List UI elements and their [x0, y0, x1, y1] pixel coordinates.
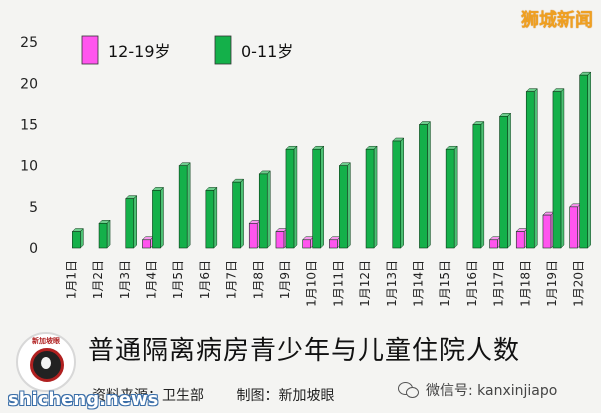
publisher-logo: 新加坡眼	[16, 332, 76, 392]
source-line: 资料来源：卫生部 制图：新加坡眼	[92, 385, 362, 405]
bar-child	[445, 145, 458, 249]
x-tick-label: 1月20日	[572, 260, 586, 307]
made-by-text: 制图：新加坡眼	[236, 388, 335, 404]
x-tick-label: 1月15日	[438, 260, 452, 307]
bar-teen	[275, 227, 288, 249]
x-tick-label: 1月5日	[171, 260, 185, 299]
legend-item: 0-11岁	[214, 35, 293, 65]
x-tick-label: 1月10日	[305, 260, 319, 307]
bar-child	[258, 170, 271, 249]
legend-swatch	[81, 35, 99, 65]
y-tick-label: 20	[20, 76, 38, 92]
bar-teen	[248, 219, 261, 249]
wechat-id: 微信号: kanxinjiapo	[398, 380, 557, 400]
lens-icon	[30, 348, 64, 382]
bar-child	[205, 186, 218, 249]
y-axis: 0 5 10 15 20 25	[20, 35, 38, 257]
wechat-text: 微信号: kanxinjiapo	[426, 383, 558, 399]
site-watermark: shicheng.news	[8, 389, 159, 410]
wechat-icon	[398, 382, 420, 398]
bar-teen	[328, 236, 341, 249]
source-text: 资料来源：卫生部	[92, 388, 204, 404]
chart-title: 普通隔离病房青少年与儿童住院人数	[88, 336, 521, 366]
bar-teen	[488, 236, 502, 249]
bar-child	[498, 112, 512, 249]
legend-label: 12-19岁	[108, 42, 171, 61]
x-tick-label: 1月8日	[251, 260, 265, 299]
bar-child	[312, 145, 325, 249]
bar-child	[178, 162, 191, 249]
x-tick-label: 1月9日	[278, 260, 292, 299]
y-tick-label: 0	[29, 241, 38, 257]
x-tick-label: 1月18日	[518, 260, 532, 307]
x-tick-label: 1月17日	[492, 260, 506, 307]
y-tick-label: 10	[20, 159, 38, 175]
x-tick-label: 1月6日	[198, 260, 212, 299]
x-tick-label: 1月16日	[465, 260, 479, 307]
bar-teen	[569, 203, 582, 249]
y-tick-label: 25	[20, 35, 38, 51]
bar-teen	[542, 211, 555, 249]
bar-child	[392, 137, 405, 249]
x-tick-label: 1月4日	[144, 260, 158, 299]
x-axis: 1月1日 1月2日 1月3日 1月4日 1月5日 1月6日 1月7日 1月8日 1月9日 1月10…	[64, 260, 585, 307]
x-tick-label: 1月14日	[411, 260, 425, 307]
bar-teen	[141, 236, 155, 249]
bar-child	[365, 145, 378, 249]
legend-label: 0-11岁	[241, 42, 293, 61]
bar-child	[285, 145, 298, 249]
bar-child	[98, 219, 111, 249]
x-tick-label: 1月2日	[91, 260, 105, 299]
brand-logo-text: 狮城新闻	[521, 10, 593, 31]
bar-teen	[302, 236, 315, 249]
bar-child	[125, 195, 138, 249]
logo-text: 新加坡眼	[32, 337, 60, 345]
bar-child	[71, 227, 84, 249]
bar-child	[418, 120, 432, 249]
bar-child	[151, 186, 165, 249]
bars	[71, 71, 592, 249]
y-tick-label: 5	[29, 200, 38, 216]
bar-child	[552, 88, 565, 249]
bar-child	[231, 178, 245, 249]
x-tick-label: 1月13日	[385, 260, 399, 307]
bar-child	[579, 71, 592, 249]
bar-child	[472, 120, 485, 249]
x-tick-label: 1月19日	[545, 260, 559, 307]
legend-item: 12-19岁	[81, 35, 171, 65]
bar-child	[338, 162, 351, 249]
legend: 12-19岁 0-11岁	[81, 35, 293, 65]
x-tick-label: 1月12日	[358, 260, 372, 307]
x-tick-label: 1月7日	[225, 260, 239, 299]
x-tick-label: 1月11日	[331, 260, 345, 307]
x-tick-label: 1月1日	[64, 260, 78, 299]
legend-swatch	[214, 35, 232, 65]
x-tick-label: 1月3日	[118, 260, 132, 299]
bar-child	[525, 88, 538, 249]
bar-teen	[515, 227, 528, 249]
y-tick-label: 15	[20, 118, 38, 134]
